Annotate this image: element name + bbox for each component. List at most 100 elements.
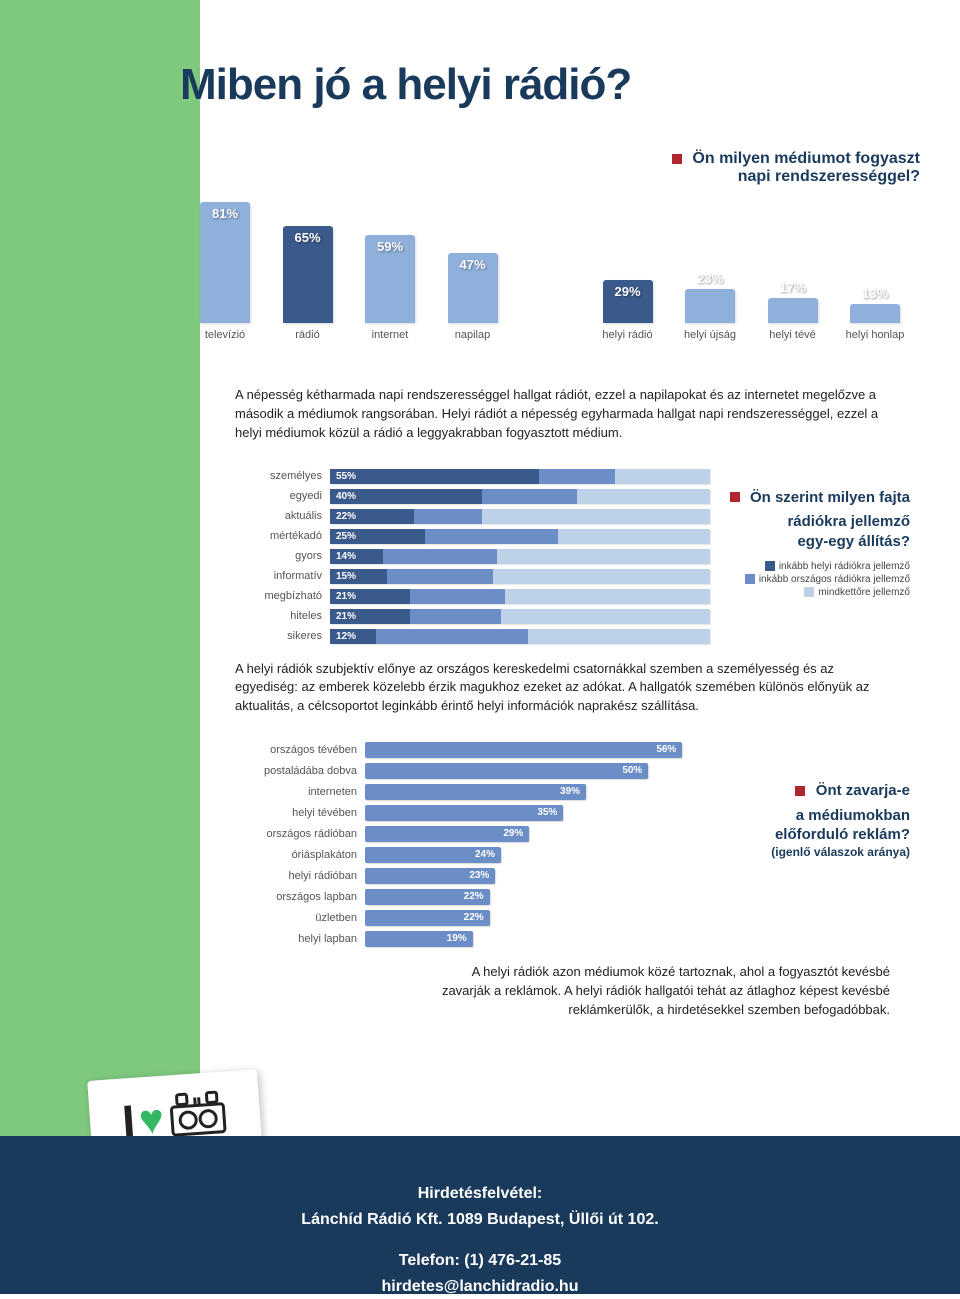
chartB-title-block: Ön szerint milyen fajta rádiókra jellemz… bbox=[710, 488, 910, 601]
footer-line2: Lánchíd Rádió Kft. 1089 Budapest, Üllői … bbox=[0, 1207, 960, 1233]
row-label: helyi rádióban bbox=[235, 870, 365, 882]
row-label: üzletben bbox=[235, 912, 365, 924]
row-label: országos tévében bbox=[235, 744, 365, 756]
bar-category: internet bbox=[372, 329, 409, 341]
bar-category: helyi tévé bbox=[769, 329, 815, 341]
bar-category: helyi rádió bbox=[602, 329, 652, 341]
legend-swatch bbox=[745, 574, 755, 584]
bar-value: 59% bbox=[377, 239, 403, 254]
legend-swatch bbox=[765, 561, 775, 571]
row-label: gyors bbox=[235, 550, 330, 562]
seg-value: 12% bbox=[336, 629, 356, 644]
bar-category: helyi újság bbox=[684, 329, 736, 341]
page: Miben jó a helyi rádió? Ön milyen médium… bbox=[0, 0, 960, 1294]
bar-value: 24% bbox=[475, 847, 495, 863]
chartA-bar: 17%helyi tévé bbox=[758, 298, 828, 342]
chartB-title-line3: egy-egy állítás? bbox=[710, 532, 910, 552]
bar-category: televízió bbox=[205, 329, 245, 341]
bar-value: 47% bbox=[459, 257, 485, 272]
seg-value: 55% bbox=[336, 469, 356, 484]
row-label: hiteles bbox=[235, 610, 330, 622]
page-title: Miben jó a helyi rádió? bbox=[180, 60, 920, 110]
row-label: sikeres bbox=[235, 630, 330, 642]
bar-category: napilap bbox=[455, 329, 490, 341]
chartC-title-line1: Önt zavarja-e bbox=[816, 782, 910, 799]
content: Miben jó a helyi rádió? Ön milyen médium… bbox=[180, 60, 920, 1020]
red-square-icon bbox=[672, 154, 682, 164]
row-label: mértékadó bbox=[235, 530, 330, 542]
chartA-title: Ön milyen médiumot fogyaszt napi rendsze… bbox=[180, 150, 920, 186]
chartC-row: postaládába dobva 50% bbox=[235, 762, 920, 780]
seg-value: 25% bbox=[336, 529, 356, 544]
chartA-bar: 65% rádió bbox=[273, 226, 343, 342]
bar-category: helyi honlap bbox=[846, 329, 905, 341]
chartA-bar: 81% televízió bbox=[190, 202, 260, 342]
row-label: országos lapban bbox=[235, 891, 365, 903]
chartA-bar: 29% helyi rádió bbox=[593, 280, 663, 342]
chartA-bar: 47% napilap bbox=[438, 253, 508, 342]
chartB-row: sikeres 12% bbox=[235, 628, 920, 645]
chartC-row: helyi lapban 19% bbox=[235, 930, 920, 948]
bar-value: 22% bbox=[464, 910, 484, 926]
footer: Hirdetésfelvétel: Lánchíd Rádió Kft. 108… bbox=[0, 1136, 960, 1294]
chartC-row: üzletben 22% bbox=[235, 909, 920, 927]
seg-value: 40% bbox=[336, 489, 356, 504]
bar-value: 35% bbox=[537, 805, 557, 821]
chartC: országos tévében56%postaládába dobva50%i… bbox=[235, 741, 920, 948]
chartA-title-line2: napi rendszerességgel? bbox=[738, 168, 920, 185]
row-label: informatív bbox=[235, 570, 330, 582]
paragraph-a: A népesség kétharmada napi rendszeresség… bbox=[235, 386, 890, 443]
footer-line3: Telefon: (1) 476-21-85 bbox=[0, 1248, 960, 1274]
bar-value: 65% bbox=[294, 230, 320, 245]
bar-value: 81% bbox=[212, 206, 238, 221]
paragraph-c: A helyi rádiók azon médiumok közé tartoz… bbox=[420, 963, 890, 1020]
chartB: személyes 55% egyedi 40% aktuális 22% mértékad… bbox=[235, 468, 920, 645]
bar-value: 29% bbox=[503, 826, 523, 842]
chartA-bar: 23%helyi újság bbox=[675, 289, 745, 342]
red-square-icon bbox=[730, 492, 740, 502]
seg-value: 14% bbox=[336, 549, 356, 564]
row-label: országos rádióban bbox=[235, 828, 365, 840]
footer-line1: Hirdetésfelvétel: bbox=[0, 1181, 960, 1207]
bar-category: rádió bbox=[295, 329, 319, 341]
brand-vertical: Lánchíd bbox=[0, 469, 8, 800]
chartA-title-line1: Ön milyen médiumot fogyaszt bbox=[692, 150, 920, 167]
chartB-row: személyes 55% bbox=[235, 468, 920, 485]
legend-item: mindkettőre jellemző bbox=[710, 587, 910, 598]
chartC-row: helyi rádióban 23% bbox=[235, 867, 920, 885]
chartB-title-line2: rádiókra jellemző bbox=[710, 512, 910, 532]
row-label: egyedi bbox=[235, 490, 330, 502]
chartC-row: országos lapban 22% bbox=[235, 888, 920, 906]
seg-value: 22% bbox=[336, 509, 356, 524]
chartA-bar: 59% internet bbox=[355, 235, 425, 342]
row-label: aktuális bbox=[235, 510, 330, 522]
chartB-title-line1: Ön szerint milyen fajta bbox=[750, 489, 910, 506]
row-label: személyes bbox=[235, 470, 330, 482]
bar-value: 29% bbox=[614, 284, 640, 299]
legend-item: inkább helyi rádiókra jellemző bbox=[710, 561, 910, 572]
legend-item: inkább országos rádiókra jellemző bbox=[710, 574, 910, 585]
chartC-subtitle: (igenlő válaszok aránya) bbox=[690, 845, 910, 859]
chartC-title-block: Önt zavarja-e a médiumokban előforduló r… bbox=[690, 781, 910, 859]
chartA: 81% televízió 65% rádió 59% internet 47% napila… bbox=[180, 191, 920, 371]
bar-value: 13% bbox=[862, 286, 888, 301]
paragraph-b: A helyi rádiók szubjektív előnye az orsz… bbox=[235, 660, 890, 717]
chartB-row: hiteles 21% bbox=[235, 608, 920, 625]
red-square-icon bbox=[795, 786, 805, 796]
bar-value: 23% bbox=[469, 868, 489, 884]
chartC-title-line2: a médiumokban bbox=[690, 806, 910, 826]
bar-value: 22% bbox=[464, 889, 484, 905]
legend-swatch bbox=[804, 587, 814, 597]
seg-value: 21% bbox=[336, 609, 356, 624]
footer-line4: hirdetes@lanchidradio.hu bbox=[0, 1274, 960, 1299]
row-label: helyi lapban bbox=[235, 933, 365, 945]
bar-value: 19% bbox=[447, 931, 467, 947]
bar-value: 23% bbox=[697, 271, 723, 286]
seg-value: 21% bbox=[336, 589, 356, 604]
chartC-row: országos tévében56% bbox=[235, 741, 920, 759]
row-label: óriásplakáton bbox=[235, 849, 365, 861]
row-label: postaládába dobva bbox=[235, 765, 365, 777]
row-label: helyi tévében bbox=[235, 807, 365, 819]
bar-value: 50% bbox=[622, 763, 642, 779]
green-sidebar bbox=[0, 0, 200, 1140]
